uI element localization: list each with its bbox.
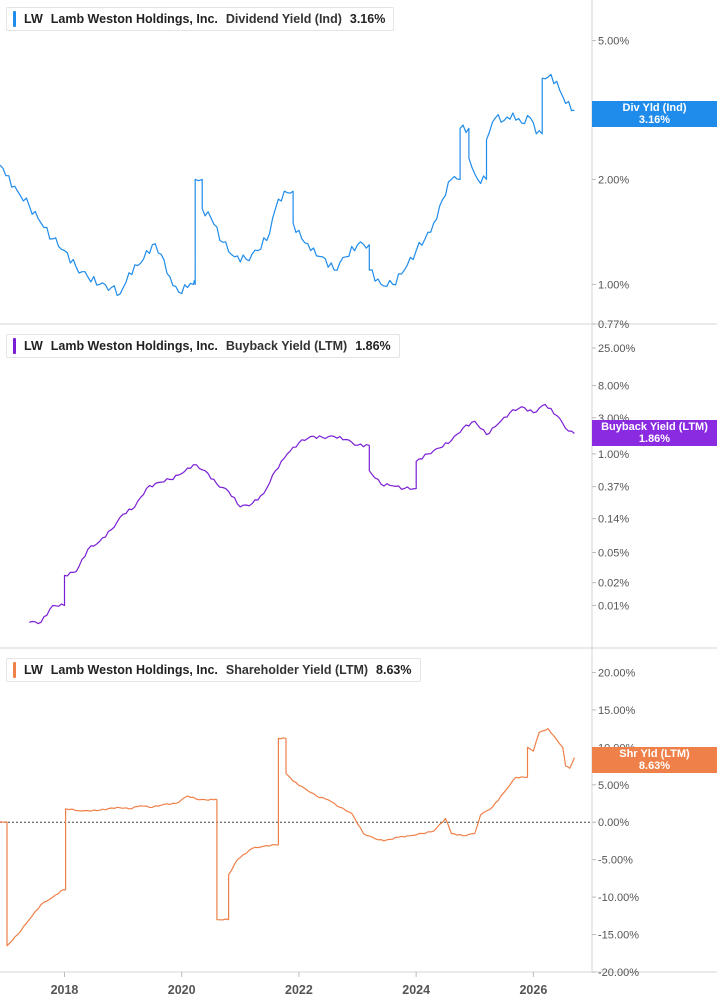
legend-ticker: LW [24,12,43,26]
x-tick-label: 2018 [51,983,79,997]
tag-label: Buyback Yield (LTM) [601,421,708,433]
x-tick-label: 2022 [285,983,313,997]
panel-3: 20.00%15.00%10.00%5.00%0.00%-5.00%-10.00… [0,667,639,979]
legend-company: Lamb Weston Holdings, Inc. [50,339,218,353]
buyback-yield-legend[interactable]: LW Lamb Weston Holdings, Inc. Buyback Yi… [6,334,400,358]
legend-ticker: LW [24,339,43,353]
y-tick-label: 0.00% [598,817,629,829]
y-tick-label: 5.00% [598,780,629,792]
x-tick-label: 2024 [402,983,430,997]
y-tick-label: 0.77% [598,319,629,331]
legend-company: Lamb Weston Holdings, Inc. [50,663,218,677]
series-line-3 [0,728,575,947]
x-axis: 2018 2020 2022 2024 2026 [51,972,547,997]
tag-value: 1.86% [638,433,671,445]
dividend-yield-legend[interactable]: LW Lamb Weston Holdings, Inc. Dividend Y… [6,7,395,31]
y-tick-label: 25.00% [598,343,636,355]
legend-company: Lamb Weston Holdings, Inc. [50,12,218,26]
legend-metric: Dividend Yield (Ind) [225,12,342,26]
legend-value: 8.63% [376,663,412,677]
y-tick-label: 5.00% [598,36,629,48]
series-line-2 [29,403,575,625]
y-tick-label: 0.14% [598,514,629,526]
legend-metric: Shareholder Yield (LTM) [225,663,369,677]
chart-panels: 5.00%3.00%2.00%1.00%0.77%25.00%8.00%3.00… [0,36,639,979]
tag-value: 8.63% [638,760,671,772]
tag-value: 3.16% [638,114,671,126]
y-tick-label: 0.01% [598,600,629,612]
legend-ticker: LW [24,663,43,677]
series-line-1 [0,73,575,297]
shareholder-yield-legend[interactable]: LW Lamb Weston Holdings, Inc. Shareholde… [6,658,421,682]
y-tick-label: 0.02% [598,578,629,590]
y-tick-label: -15.00% [598,930,639,942]
panel-1: 5.00%3.00%2.00%1.00%0.77% [0,36,629,331]
panel-separators [0,0,717,973]
y-tick-label: 1.00% [598,449,629,461]
dividend-yield-swatch [13,11,16,27]
buyback-yield-swatch [13,338,16,354]
tag-label: Shr Yld (LTM) [619,748,690,760]
x-tick-label: 2026 [519,983,547,997]
y-tick-label: 20.00% [598,667,636,679]
y-tick-label: -20.00% [598,967,639,979]
y-tick-label: 0.05% [598,547,629,559]
y-tick-label: 15.00% [598,705,636,717]
y-tick-label: -5.00% [598,855,633,867]
tag-label: Div Yld (Ind) [622,102,687,114]
x-tick-label: 2020 [168,983,196,997]
y-tick-label: 1.00% [598,279,629,291]
y-tick-label: 8.00% [598,380,629,392]
shareholder-yield-swatch [13,662,16,678]
y-tick-label: -10.00% [598,892,639,904]
y-tick-label: 0.37% [598,482,629,494]
shareholder-yield-value-tag: Shr Yld (LTM) 8.63% [592,747,717,773]
y-tick-label: 2.00% [598,174,629,186]
legend-metric: Buyback Yield (LTM) [225,339,348,353]
dividend-yield-value-tag: Div Yld (Ind) 3.16% [592,101,717,127]
legend-value: 3.16% [349,12,386,26]
panel-2: 25.00%8.00%3.00%1.00%0.37%0.14%0.05%0.02… [29,343,636,625]
buyback-yield-value-tag: Buyback Yield (LTM) 1.86% [592,420,717,446]
legend-value: 1.86% [355,339,391,353]
